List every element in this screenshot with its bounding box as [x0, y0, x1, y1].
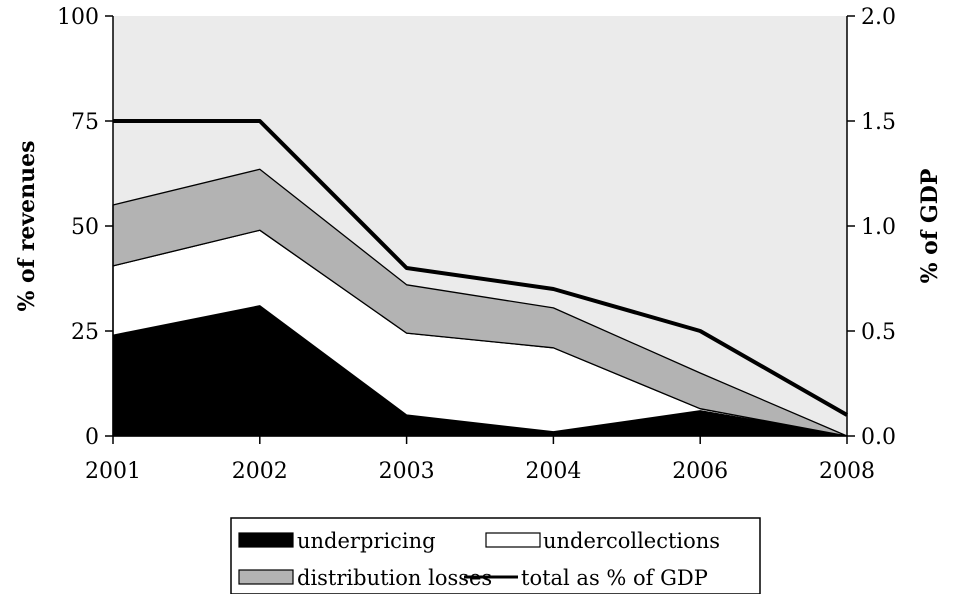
y2-tick-label: 0.0 — [861, 425, 896, 450]
y-tick-label: 25 — [71, 320, 99, 345]
legend-swatch-underpricing — [238, 532, 294, 548]
legend-label-total: total as % of GDP — [521, 566, 708, 590]
area-distribution-losses — [112, 168, 848, 437]
y-tick-label: 100 — [57, 5, 99, 30]
legend-swatch-undercollections — [485, 532, 541, 548]
axes: 0 25 50 75 100 0.0 0.5 1.0 1.5 2.0 2001 2002 2003 200… — [57, 5, 896, 484]
y-tick-label: 50 — [71, 215, 99, 240]
total-gdp-line — [113, 119, 848, 417]
x-tick-label: 2003 — [379, 459, 435, 484]
total-line-layer — [113, 119, 848, 417]
x-tick-label: 2001 — [85, 459, 141, 484]
y-axis-title: % of revenues — [14, 140, 40, 311]
x-tick-label: 2006 — [672, 459, 728, 484]
y2-tick-label: 0.5 — [861, 320, 896, 345]
legend-label-undercollections: undercollections — [543, 529, 720, 553]
legend-label-underpricing: underpricing — [297, 529, 436, 553]
legend-label-distribution-losses: distribution losses — [297, 566, 492, 590]
legend-swatch-distribution-losses — [238, 569, 294, 585]
x-tick-label: 2008 — [819, 459, 875, 484]
y2-axis-title: % of GDP — [917, 169, 943, 284]
y2-tick-label: 1.5 — [861, 110, 896, 135]
y-tick-label: 75 — [71, 110, 99, 135]
legend: underpricing undercollections distributi… — [230, 517, 761, 594]
y2-tick-label: 1.0 — [861, 215, 896, 240]
legend-box — [230, 517, 761, 594]
y2-tick-label: 2.0 — [861, 5, 896, 30]
x-tick-label: 2004 — [525, 459, 581, 484]
x-tick-label: 2002 — [232, 459, 288, 484]
y-tick-label: 0 — [85, 425, 99, 450]
